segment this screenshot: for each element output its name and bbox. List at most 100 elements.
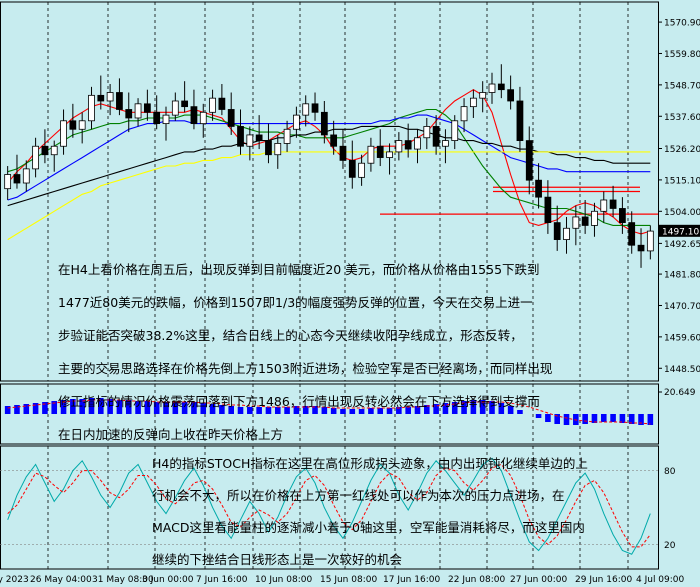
candle-body bbox=[125, 109, 133, 119]
price-tick-label: 1537.60 bbox=[664, 113, 700, 123]
macd-bar bbox=[591, 414, 598, 423]
macd-bar bbox=[237, 407, 244, 414]
macd-bar bbox=[4, 406, 11, 414]
indicator-annotation: H4的指标STOCH指标在这里在高位形成拐头迹象，由内出现钝化继续单边的上 行机… bbox=[152, 440, 588, 584]
macd-bar bbox=[125, 400, 132, 414]
candle-body bbox=[395, 140, 403, 153]
candle-body bbox=[637, 244, 645, 252]
macd-bar bbox=[302, 406, 309, 414]
macd-bar bbox=[321, 407, 328, 414]
macd-bar bbox=[442, 403, 449, 414]
macd-bar bbox=[191, 402, 197, 414]
candle-body bbox=[609, 199, 617, 209]
candle-body bbox=[507, 89, 515, 102]
moving-average-line bbox=[7, 114, 651, 201]
macd-bar bbox=[647, 414, 654, 425]
candle-body bbox=[13, 174, 21, 184]
time-tick-label: 4 Jul 09:00 bbox=[636, 575, 685, 585]
time-tick-label: 26 May 04:00 bbox=[30, 575, 92, 585]
candle-body bbox=[516, 100, 524, 141]
time-tick-label: 17 Jun 16:00 bbox=[383, 575, 440, 585]
macd-bar bbox=[451, 402, 458, 414]
candle-body bbox=[218, 97, 226, 110]
candle-body bbox=[414, 137, 421, 150]
candle-body bbox=[134, 103, 142, 119]
candle-body bbox=[591, 210, 598, 226]
macd-bar bbox=[219, 405, 225, 414]
macd-bar bbox=[70, 399, 76, 414]
candle-body bbox=[302, 103, 310, 116]
candle-body bbox=[88, 94, 95, 122]
current-price-tag bbox=[659, 224, 700, 237]
macd-bar bbox=[517, 410, 523, 414]
candle-body bbox=[265, 140, 272, 156]
macd-bar bbox=[153, 402, 160, 414]
time-tick-label: 15 Jun 08:00 bbox=[320, 575, 377, 585]
macd-bar bbox=[312, 406, 318, 414]
macd-bar bbox=[554, 414, 560, 424]
candle-body bbox=[255, 134, 263, 141]
macd-tick-label: 20.649 bbox=[664, 388, 696, 398]
candle-body bbox=[497, 83, 505, 91]
price-panel-frame bbox=[0, 1, 659, 382]
macd-bar bbox=[330, 408, 337, 414]
candle-body bbox=[469, 97, 477, 108]
macd-bar bbox=[23, 404, 30, 414]
macd-bar bbox=[88, 398, 95, 414]
price-tick-label: 1448.50 bbox=[664, 365, 700, 375]
macd-bar bbox=[507, 406, 514, 414]
indicator-annotation-line: 继续的下挫结合日线形态上是一次较好的机会 bbox=[152, 552, 403, 567]
candle-body bbox=[600, 199, 608, 212]
stoch-panel-frame bbox=[0, 445, 659, 570]
candle-body bbox=[32, 145, 39, 170]
time-tick-label: 29 Jun 16:00 bbox=[575, 575, 632, 585]
candle-body bbox=[525, 140, 533, 181]
time-tick-label: 7 Jun 16:00 bbox=[196, 575, 248, 585]
price-tick-label: 1515.10 bbox=[664, 176, 700, 186]
price-tick-label: 1504.00 bbox=[664, 208, 700, 218]
macd-bar bbox=[377, 408, 384, 414]
candle-body bbox=[171, 100, 179, 116]
macd-bar bbox=[545, 414, 551, 422]
candle-body bbox=[581, 216, 589, 226]
price-tick-label: 1492.65 bbox=[664, 240, 700, 250]
price-annotation-line: 主要的交易思路选择在价格先倒上方1503附近进场，检验空军是否已经离场，而同样出… bbox=[58, 360, 553, 376]
candle-body bbox=[227, 109, 235, 127]
candle-body bbox=[69, 120, 77, 130]
candle-body bbox=[153, 111, 161, 125]
macd-bar bbox=[461, 401, 467, 414]
macd-panel bbox=[0, 383, 659, 445]
macd-bar bbox=[256, 407, 262, 414]
candle-body bbox=[116, 92, 123, 110]
macd-bar bbox=[638, 414, 644, 425]
macd-bar bbox=[563, 414, 570, 425]
price-annotation-line: 步验证能否突破38.2%这里，结合日线上的心态今天继续收阳孕线成立，形态反转， bbox=[58, 327, 523, 343]
candle-body bbox=[181, 100, 189, 108]
macd-bar bbox=[414, 406, 421, 414]
macd-bar bbox=[619, 414, 626, 423]
stoch-tick-label: 80 bbox=[664, 467, 676, 477]
indicator-annotation-line: 行机会不大，所以在价格在上方第一红线处可以作为本次的压力点进场，在 bbox=[152, 488, 565, 503]
price-annotation-line: 1477近80美元的跌幅，价格到1507即1/3的幅度强势反弹的位置，今天在交易… bbox=[58, 294, 533, 310]
macd-bar bbox=[582, 414, 588, 424]
time-tick-label: 10 Jun 08:00 bbox=[255, 575, 312, 585]
candle-body bbox=[41, 145, 49, 156]
stoch-main-line bbox=[7, 457, 651, 555]
price-annotation: 在H4上看价格在周五后，出现反弹到目前幅度近20 美元，而价格从价格由1555下… bbox=[58, 245, 552, 460]
macd-bar bbox=[116, 400, 123, 414]
price-tick-label: 1559.80 bbox=[664, 50, 700, 60]
candle-body bbox=[106, 92, 114, 102]
candle-body bbox=[646, 230, 654, 252]
macd-bar bbox=[628, 414, 635, 424]
candle-body bbox=[432, 126, 440, 147]
price-annotation-line: 在H4上看价格在周五后，出现反弹到目前幅度近20 美元，而价格从价格由1555下… bbox=[58, 261, 540, 277]
candle-body bbox=[60, 120, 67, 147]
candle-body bbox=[553, 222, 561, 240]
candle-body bbox=[535, 179, 542, 198]
macd-bar bbox=[424, 405, 430, 414]
candle-body bbox=[563, 227, 570, 240]
candle-body bbox=[367, 145, 375, 164]
price-tick-label: 1470.70 bbox=[664, 302, 700, 312]
macd-bar bbox=[32, 403, 39, 414]
macd-bar bbox=[340, 409, 346, 414]
